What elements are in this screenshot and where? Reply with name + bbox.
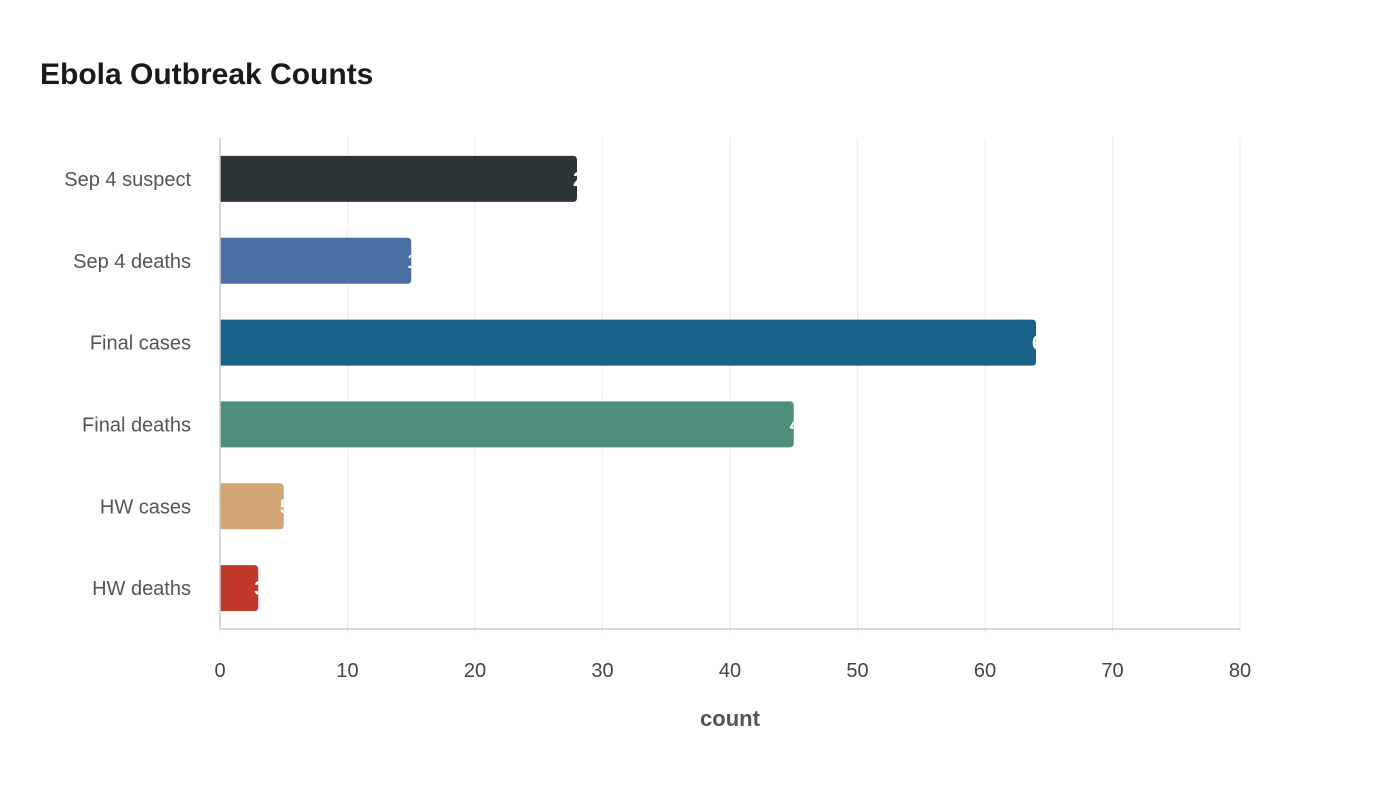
x-tick-label: 70 <box>1101 660 1123 682</box>
data-labels: 28 15 64 45 5 3 <box>254 169 1055 600</box>
category-label: HW cases <box>100 496 191 518</box>
axes <box>219 138 1240 630</box>
bar <box>220 483 284 530</box>
data-label: 3 <box>254 578 265 600</box>
x-tick-label: 40 <box>719 660 741 682</box>
bar <box>220 319 1036 366</box>
category-label: Final deaths <box>82 414 191 436</box>
x-tick-label: 20 <box>464 660 486 682</box>
bars <box>220 155 1036 612</box>
data-label: 45 <box>790 414 812 436</box>
data-label: 64 <box>1032 333 1055 355</box>
category-label: Final cases <box>90 333 191 355</box>
category-label: Sep 4 suspect <box>64 169 191 191</box>
x-axis-title: count <box>700 706 761 731</box>
x-tick-label: 80 <box>1229 660 1251 682</box>
category-label: Sep 4 deaths <box>73 251 191 273</box>
data-label: 15 <box>407 251 429 273</box>
x-tick-label: 30 <box>591 660 613 682</box>
data-label: 28 <box>573 169 595 191</box>
x-tick-label: 50 <box>846 660 868 682</box>
chart-title: Ebola Outbreak Counts <box>40 58 374 91</box>
x-tick-labels: 0 10 20 30 40 50 60 70 80 <box>214 660 1251 682</box>
category-label: HW deaths <box>92 578 191 600</box>
bar <box>220 401 794 448</box>
x-tick-label: 0 <box>214 660 225 682</box>
x-tick-label: 10 <box>336 660 358 682</box>
data-label: 5 <box>280 496 291 518</box>
bar <box>220 155 577 202</box>
grid-lines <box>219 138 1241 633</box>
bar <box>220 237 412 284</box>
x-tick-label: 60 <box>974 660 996 682</box>
category-labels: Sep 4 suspect Sep 4 deaths Final cases Fina… <box>64 169 191 600</box>
bar <box>220 565 259 612</box>
